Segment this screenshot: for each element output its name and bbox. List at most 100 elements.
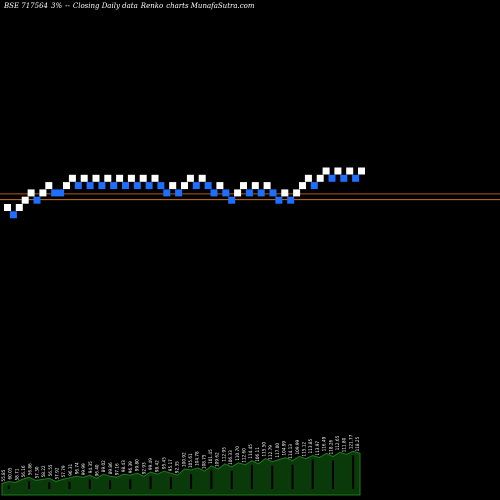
renko-brick-down <box>9 211 17 219</box>
separator-label: -- <box>65 2 70 10</box>
renko-brick-down <box>228 196 236 204</box>
renko-brick-up <box>322 167 330 175</box>
volume-label: 57.30 <box>34 466 39 478</box>
volume-label: 104.99 <box>282 441 287 456</box>
volume-label: 112.60 <box>242 448 247 463</box>
renko-brick-down <box>275 196 283 204</box>
volume-bar <box>7 485 10 489</box>
renko-brick-down <box>145 182 153 190</box>
volume-label: 105.61 <box>188 453 193 468</box>
renko-brick-up <box>27 189 35 197</box>
volume-label: 58.71 <box>14 468 19 480</box>
volume-bar <box>230 470 233 489</box>
volume-label: 101.45 <box>208 449 213 464</box>
chart-kind-label: Renko <box>140 2 164 10</box>
renko-brick-up <box>299 182 306 190</box>
volume-bar <box>169 477 172 489</box>
volume-label: 118.25 <box>355 436 360 451</box>
renko-brick-up <box>169 182 177 190</box>
volume-bar <box>68 481 71 489</box>
volume-label: 57.92 <box>54 467 59 479</box>
volume-label: 121.77 <box>348 434 353 449</box>
volume-area <box>1 450 361 496</box>
volume-label: 60.05 <box>8 467 13 479</box>
volume-bar <box>210 469 213 489</box>
volume-label: 96.40 <box>95 464 100 476</box>
renko-brick-up <box>181 182 188 190</box>
volume-label: 99.49 <box>148 458 153 470</box>
volume-label: 112.79 <box>268 445 273 460</box>
box-size-label: 3% <box>51 2 63 10</box>
volume-bar <box>190 474 193 489</box>
renko-brick-up <box>293 189 301 197</box>
volume-label: 97.16 <box>115 463 120 475</box>
volume-bar <box>129 479 132 489</box>
renko-brick-up <box>139 174 147 182</box>
volume-label: 112.95 <box>221 447 226 462</box>
renko-brick-down <box>328 174 336 182</box>
volume-label: 89.02 <box>101 460 106 472</box>
renko-brick-up <box>21 196 29 204</box>
volume-label: 89.86 <box>108 462 113 474</box>
volume-label: 99.99 <box>81 463 86 475</box>
renko-brick-down <box>33 196 41 204</box>
renko-brick-up <box>263 182 271 190</box>
volume-label: 116.49 <box>322 436 327 451</box>
volume-label: 114.13 <box>288 444 293 459</box>
volume-label: 100.92 <box>181 452 186 467</box>
renko-brick-down <box>310 182 318 190</box>
renko-brick-down <box>269 189 277 197</box>
renko-brick-down <box>74 182 82 190</box>
renko-brick-up <box>104 174 112 182</box>
renko-brick-down <box>192 182 200 190</box>
renko-brick-up <box>45 182 53 190</box>
chart-header: BSE 717564 3% -- Closing Daily data Renko cha… <box>4 2 258 10</box>
renko-brick-up <box>216 182 224 190</box>
renko-brick-up <box>92 174 100 182</box>
volume-bar <box>48 482 51 489</box>
renko-brick-up <box>80 174 88 182</box>
volume-label: 113.85 <box>308 439 313 454</box>
renko-brick-up <box>198 174 206 182</box>
volume-label: 109.99 <box>295 440 300 455</box>
volume-label: 56.86 <box>28 463 33 475</box>
renko-brick-up <box>186 174 194 182</box>
volume-label: 55.85 <box>1 469 6 481</box>
renko-brick-down <box>157 182 165 190</box>
volume-label: 113.97 <box>315 441 320 456</box>
volume-label: 98.42 <box>155 460 160 472</box>
renko-brick-up <box>334 167 342 175</box>
renko-brick-up <box>346 167 354 175</box>
renko-brick-up <box>63 182 70 190</box>
volume-bar <box>88 479 91 489</box>
renko-brick-up <box>240 182 247 190</box>
volume-label: 109.62 <box>215 452 220 467</box>
volume-label: 111.80 <box>342 437 347 452</box>
renko-brick-down <box>133 182 141 190</box>
volume-label: 99.80 <box>135 459 140 471</box>
volume-label: 96.31 <box>68 463 73 475</box>
volume-bar <box>291 464 294 489</box>
renko-brick-up <box>234 189 242 197</box>
volume-label: 98.43 <box>121 460 126 472</box>
volume-bar <box>311 459 314 489</box>
volume-label: 56.16 <box>21 465 26 477</box>
renko-brick-up <box>151 174 159 182</box>
volume-bar <box>28 481 30 489</box>
renko-brick-down <box>204 182 212 190</box>
renko-brick-up <box>15 204 23 211</box>
renko-brick-up <box>316 174 324 182</box>
volume-bar <box>109 480 112 489</box>
volume-bar <box>250 464 253 489</box>
volume-label: 106.11 <box>255 447 260 462</box>
volume-label: 56.55 <box>48 464 53 476</box>
renko-brick-up <box>358 167 365 175</box>
volume-label: 117.00 <box>275 443 280 458</box>
renko-brick-up <box>116 174 124 182</box>
renko-brick-down <box>57 189 65 197</box>
renko-brick-up <box>281 189 289 197</box>
renko-brick-down <box>210 189 218 197</box>
site-label: charts MunafaSutra.com <box>166 2 255 10</box>
renko-brick-up <box>4 204 11 211</box>
